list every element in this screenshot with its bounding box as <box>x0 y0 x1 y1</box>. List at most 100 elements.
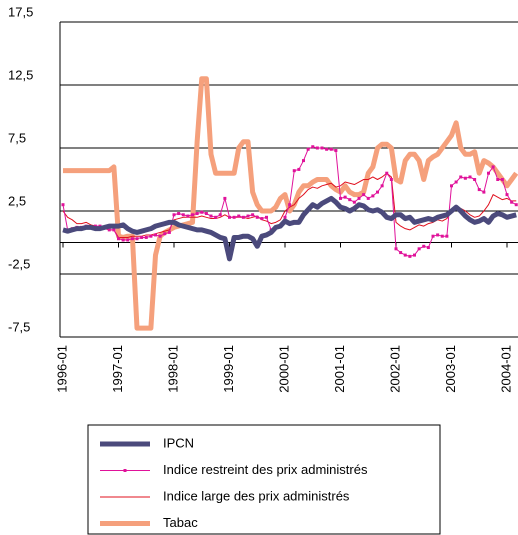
point-marker <box>61 203 65 207</box>
point-marker <box>473 178 477 181</box>
point-marker <box>126 238 130 242</box>
point-marker <box>311 145 315 149</box>
point-marker <box>292 169 296 173</box>
point-marker <box>366 196 370 200</box>
point-marker <box>454 180 458 184</box>
point-marker <box>394 247 398 251</box>
legend-label: Indice restreint des prix administrés <box>163 462 368 477</box>
point-marker <box>154 233 157 237</box>
y-tick-label: 7,5 <box>8 130 26 145</box>
point-marker <box>357 196 361 200</box>
point-marker <box>339 196 342 200</box>
point-marker <box>195 212 199 216</box>
point-marker <box>163 232 167 236</box>
point-marker <box>181 213 185 217</box>
point-marker <box>228 215 231 219</box>
point-marker <box>265 215 268 219</box>
point-marker <box>371 194 375 198</box>
x-tick-label: 2000-01 <box>276 345 291 393</box>
point-marker <box>302 159 305 163</box>
point-marker <box>246 214 250 218</box>
point-marker <box>385 171 389 175</box>
point-marker <box>352 200 356 204</box>
y-tick-label: 2,5 <box>8 193 26 208</box>
point-marker <box>482 190 486 194</box>
point-marker <box>376 190 379 194</box>
legend-label: Indice large des prix administrés <box>163 488 350 503</box>
x-tick-label: 2002-01 <box>387 345 402 393</box>
point-marker <box>329 147 333 151</box>
point-marker <box>510 200 514 204</box>
point-marker <box>204 212 208 216</box>
x-tick-label: 2001-01 <box>332 345 347 393</box>
point-marker <box>320 146 324 150</box>
point-marker <box>343 195 347 199</box>
x-tick-label: 1997-01 <box>110 345 125 393</box>
point-marker <box>255 215 259 219</box>
point-marker <box>463 176 467 180</box>
point-marker <box>232 215 236 219</box>
point-marker <box>491 165 495 169</box>
legend-label: IPCN <box>163 435 194 450</box>
point-marker <box>177 212 181 216</box>
point-marker <box>408 254 412 258</box>
y-tick-label: -7,5 <box>8 319 30 334</box>
point-marker <box>403 253 407 257</box>
point-marker <box>306 147 310 151</box>
point-marker <box>186 214 190 218</box>
x-tick-label: 1996-01 <box>54 345 69 393</box>
point-marker <box>223 196 227 200</box>
point-marker <box>431 234 435 238</box>
point-marker <box>362 193 366 197</box>
point-marker <box>445 234 449 238</box>
point-marker <box>214 215 218 219</box>
point-marker <box>500 178 504 181</box>
point-marker <box>121 238 125 242</box>
point-marker <box>505 193 509 197</box>
point-marker <box>477 188 481 192</box>
point-marker <box>315 146 319 150</box>
point-marker <box>325 147 329 151</box>
point-marker <box>158 234 162 238</box>
point-marker <box>514 203 518 207</box>
point-marker <box>149 234 153 238</box>
point-marker <box>218 213 222 217</box>
point-marker <box>144 235 148 239</box>
point-marker <box>459 175 463 179</box>
series-line <box>62 172 517 238</box>
point-marker <box>426 246 430 250</box>
point-marker <box>450 184 453 188</box>
point-marker <box>468 175 472 179</box>
point-marker <box>167 230 171 234</box>
point-marker <box>283 215 287 219</box>
x-tick-label: 2004-01 <box>498 345 513 393</box>
point-marker <box>334 149 338 153</box>
legend-marker <box>123 469 127 472</box>
point-marker <box>107 228 111 232</box>
legend-box <box>87 424 441 535</box>
point-marker <box>297 167 301 171</box>
x-tick-label: 1999-01 <box>221 345 236 393</box>
point-marker <box>135 237 139 241</box>
point-marker <box>380 184 384 188</box>
x-tick-label: 1998-01 <box>165 345 180 393</box>
point-marker <box>440 234 444 238</box>
point-marker <box>130 237 134 241</box>
point-marker <box>487 171 490 175</box>
legend-label: Tabac <box>163 515 198 530</box>
point-marker <box>241 215 245 219</box>
point-marker <box>389 178 393 181</box>
point-marker <box>200 210 204 214</box>
point-marker <box>417 247 421 251</box>
point-marker <box>191 213 194 217</box>
point-marker <box>117 237 120 241</box>
point-marker <box>237 214 241 218</box>
point-marker <box>251 213 255 217</box>
point-marker <box>260 217 264 221</box>
point-marker <box>288 203 292 207</box>
point-marker <box>140 235 144 239</box>
point-marker <box>422 244 426 248</box>
point-marker <box>399 251 403 255</box>
y-tick-label: -2,5 <box>8 256 30 271</box>
